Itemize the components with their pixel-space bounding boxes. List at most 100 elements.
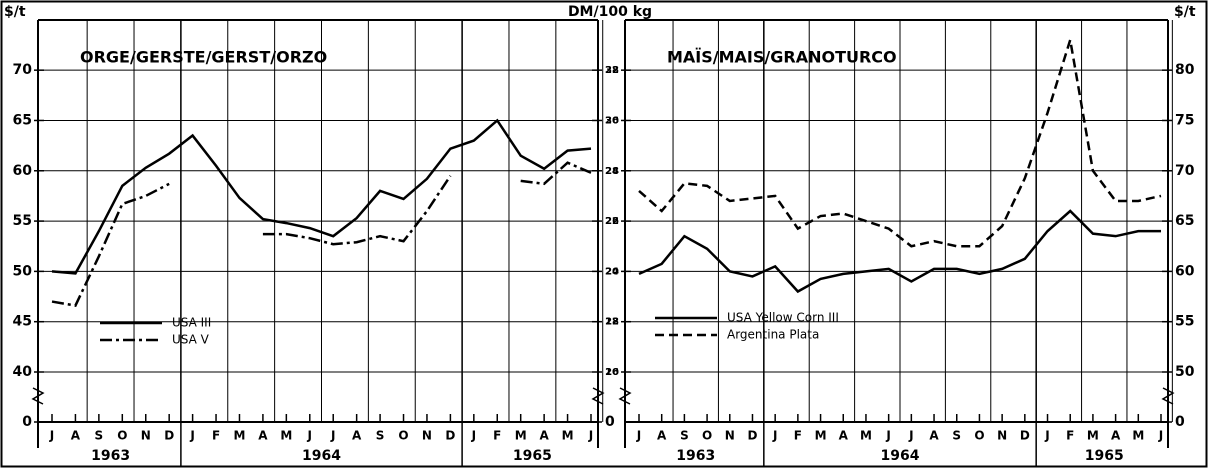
x-tick-label: J bbox=[330, 429, 335, 443]
x-tick-label: S bbox=[952, 429, 961, 443]
x-tick-label: J bbox=[1044, 429, 1049, 443]
x-tick-label: F bbox=[794, 429, 802, 443]
year-label: 1965 bbox=[1085, 448, 1124, 464]
x-tick-label: J bbox=[908, 429, 913, 443]
x-tick-label: F bbox=[493, 429, 501, 443]
y-tick-label: 50 bbox=[13, 263, 33, 279]
y-tick-label: 45 bbox=[13, 314, 32, 330]
y-tick-label: 60 bbox=[13, 163, 33, 179]
x-tick-label: A bbox=[352, 429, 362, 443]
x-tick-label: A bbox=[258, 429, 268, 443]
x-tick-label: J bbox=[588, 429, 593, 443]
x-tick-label: O bbox=[117, 429, 127, 443]
y2-tick-label: 75 bbox=[1175, 112, 1194, 128]
y2-tick-label: 60 bbox=[1175, 263, 1195, 279]
x-tick-label: J bbox=[189, 429, 194, 443]
year-label: 1963 bbox=[676, 448, 715, 464]
x-tick-label: O bbox=[398, 429, 408, 443]
y-tick-label: 22 bbox=[605, 317, 619, 328]
x-tick-label: J bbox=[885, 429, 890, 443]
y2-tick-label: 26 bbox=[605, 115, 619, 126]
x-tick-label: J bbox=[772, 429, 777, 443]
x-tick-label: D bbox=[164, 429, 174, 443]
x-tick-label: S bbox=[376, 429, 385, 443]
y-tick-label: 24 bbox=[605, 266, 619, 277]
y-tick-label: 55 bbox=[13, 213, 32, 229]
x-tick-label: D bbox=[747, 429, 757, 443]
x-tick-label: A bbox=[1111, 429, 1121, 443]
x-tick-label: J bbox=[1158, 429, 1163, 443]
axis-break bbox=[1161, 387, 1175, 405]
year-label: 1965 bbox=[513, 448, 552, 464]
y-tick-label: 28 bbox=[605, 166, 619, 177]
line-series bbox=[638, 39, 1162, 248]
year-label: 1964 bbox=[302, 448, 341, 464]
x-tick-label: M bbox=[234, 429, 246, 443]
line-series bbox=[262, 175, 452, 246]
y2-tick-label: 16 bbox=[605, 367, 619, 378]
x-tick-label: M bbox=[815, 429, 827, 443]
x-tick-label: M bbox=[280, 429, 292, 443]
x-tick-label: J bbox=[636, 429, 641, 443]
x-tick-label: J bbox=[471, 429, 476, 443]
x-tick-label: N bbox=[725, 429, 735, 443]
y2-tick-label: 18 bbox=[605, 317, 619, 328]
x-tick-label: O bbox=[974, 429, 984, 443]
legend-label: USA III bbox=[172, 316, 211, 330]
x-tick-label: A bbox=[657, 429, 667, 443]
y-tick-label: 26 bbox=[605, 216, 619, 227]
x-tick-label: M bbox=[1132, 429, 1144, 443]
x-tick-label: A bbox=[71, 429, 81, 443]
x-tick-label: M bbox=[515, 429, 527, 443]
y2-tick-label: 24 bbox=[605, 166, 619, 177]
x-tick-label: A bbox=[539, 429, 549, 443]
x-tick-label: O bbox=[702, 429, 712, 443]
y-tick-label: 20 bbox=[605, 367, 619, 378]
x-tick-label: M bbox=[1087, 429, 1099, 443]
y2-axis-label: DM/100 kg bbox=[568, 4, 652, 20]
line-series bbox=[51, 118, 592, 275]
line-series bbox=[638, 209, 1161, 294]
y-tick-label: 32 bbox=[605, 65, 619, 76]
x-tick-label: F bbox=[212, 429, 220, 443]
legend-label: USA Yellow Corn III bbox=[727, 311, 839, 325]
x-tick-label: A bbox=[929, 429, 939, 443]
y2-axis-label: $/t bbox=[1174, 4, 1196, 20]
y2-tick-label: 22 bbox=[605, 216, 619, 227]
y2-tick-label: 70 bbox=[1175, 163, 1195, 179]
x-tick-label: D bbox=[445, 429, 455, 443]
chart-title: MAÏS/MAIS/GRANOTURCO bbox=[667, 48, 897, 67]
y-tick-label: 30 bbox=[605, 115, 619, 126]
x-tick-label: S bbox=[95, 429, 104, 443]
axis-break bbox=[618, 387, 632, 405]
x-tick-label: N bbox=[422, 429, 432, 443]
x-tick-label: M bbox=[562, 429, 574, 443]
year-label: 1963 bbox=[91, 448, 130, 464]
x-tick-label: N bbox=[141, 429, 151, 443]
y2-tick-label: 0 bbox=[1175, 414, 1185, 430]
y2-tick-label: 55 bbox=[1175, 314, 1194, 330]
legend-label: Argentina Plata bbox=[727, 328, 819, 342]
line-series bbox=[51, 182, 170, 307]
y2-tick-label: 0 bbox=[605, 414, 615, 430]
y-tick-label: 0 bbox=[22, 414, 32, 430]
y-tick-label: 40 bbox=[13, 364, 33, 380]
y-axis-label: $/t bbox=[4, 4, 26, 20]
chart-title: ORGE/GERSTE/GERST/ORZO bbox=[80, 48, 327, 67]
y-tick-label: 65 bbox=[13, 112, 32, 128]
x-tick-label: J bbox=[307, 429, 312, 443]
year-label: 1964 bbox=[881, 448, 920, 464]
axis-break bbox=[591, 387, 605, 405]
y2-tick-label: 50 bbox=[1175, 364, 1195, 380]
x-tick-label: D bbox=[1020, 429, 1030, 443]
x-tick-label: F bbox=[1066, 429, 1074, 443]
x-tick-label: M bbox=[860, 429, 872, 443]
x-tick-label: J bbox=[49, 429, 54, 443]
legend-label: USA V bbox=[172, 333, 210, 347]
x-tick-label: N bbox=[997, 429, 1007, 443]
axis-break bbox=[31, 387, 45, 405]
y-tick-label: 70 bbox=[13, 62, 33, 78]
